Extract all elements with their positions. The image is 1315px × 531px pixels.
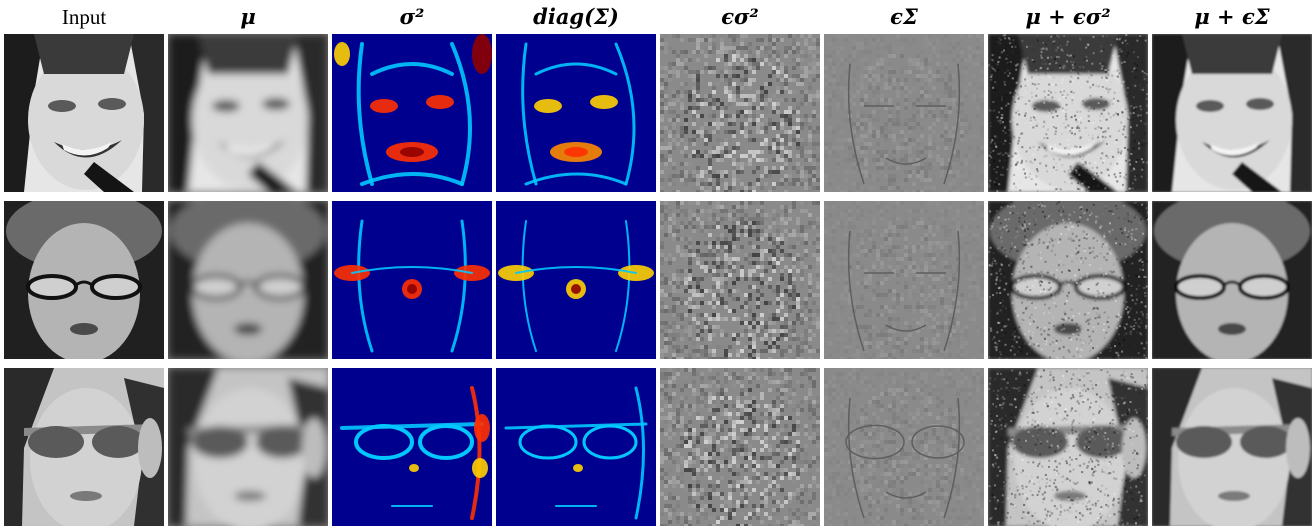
panel-mu_plus_eps_sigma2-row-3 [988, 368, 1148, 526]
panel-sigma2-row-1 [332, 34, 492, 192]
panel-mu_plus_eps_sigma2-row-2 [988, 201, 1148, 359]
sharp-face-image [1152, 34, 1312, 192]
blurred-face-image [168, 34, 328, 192]
panel-mu-row-3 [168, 368, 328, 526]
column-header-mu_plus_eps_Sigma: μ + ϵΣ [1194, 4, 1270, 29]
panel-sigma2-row-2 [332, 201, 492, 359]
panel-diagSigma-row-3 [496, 368, 656, 526]
noisy-face-image [988, 34, 1148, 192]
jet-heatmap-image [496, 34, 656, 192]
panel-mu_plus_eps_sigma2-row-1 [988, 34, 1148, 192]
sharp-face-image [1152, 368, 1312, 526]
panel-diagSigma-row-1 [496, 34, 656, 192]
noise-residual-image [660, 34, 820, 192]
blurred-face-image [168, 368, 328, 526]
jet-heatmap-image [332, 34, 492, 192]
panel-eps_Sigma-row-2 [824, 201, 984, 359]
column-header-eps_sigma2: ϵσ² [721, 4, 759, 29]
column-header-diagSigma: diag(Σ) [533, 4, 619, 29]
panel-sigma2-row-3 [332, 368, 492, 526]
sharp-face-image [1152, 201, 1312, 359]
panel-eps_sigma2-row-1 [660, 34, 820, 192]
panel-mu-row-2 [168, 201, 328, 359]
noisy-face-image [988, 368, 1148, 526]
panel-eps_sigma2-row-2 [660, 201, 820, 359]
jet-heatmap-image [332, 368, 492, 526]
column-header-eps_Sigma: ϵΣ [890, 4, 918, 29]
panel-eps_sigma2-row-3 [660, 368, 820, 526]
grayscale-face-image [4, 368, 164, 526]
panel-diagSigma-row-2 [496, 201, 656, 359]
column-header-input: Input [61, 5, 107, 29]
blurred-face-image [168, 201, 328, 359]
jet-heatmap-image [496, 368, 656, 526]
noise-residual-image [660, 368, 820, 526]
panel-input-row-2 [4, 201, 164, 359]
noise-residual-image [660, 201, 820, 359]
jet-heatmap-image [332, 201, 492, 359]
edge-residual-image [824, 34, 984, 192]
panel-eps_Sigma-row-1 [824, 34, 984, 192]
edge-residual-image [824, 368, 984, 526]
panel-eps_Sigma-row-3 [824, 368, 984, 526]
edge-residual-image [824, 201, 984, 359]
noisy-face-image [988, 201, 1148, 359]
panel-mu-row-1 [168, 34, 328, 192]
panel-mu_plus_eps_Sigma-row-3 [1152, 368, 1312, 526]
grayscale-face-image [4, 34, 164, 192]
grayscale-face-image [4, 201, 164, 359]
panel-input-row-3 [4, 368, 164, 526]
panel-mu_plus_eps_Sigma-row-1 [1152, 34, 1312, 192]
column-header-mu: μ [240, 4, 256, 29]
column-header-mu_plus_eps_sigma2: μ + ϵσ² [1025, 4, 1111, 29]
panel-mu_plus_eps_Sigma-row-2 [1152, 201, 1312, 359]
jet-heatmap-image [496, 201, 656, 359]
panel-input-row-1 [4, 34, 164, 192]
column-header-sigma2: σ² [399, 4, 425, 29]
